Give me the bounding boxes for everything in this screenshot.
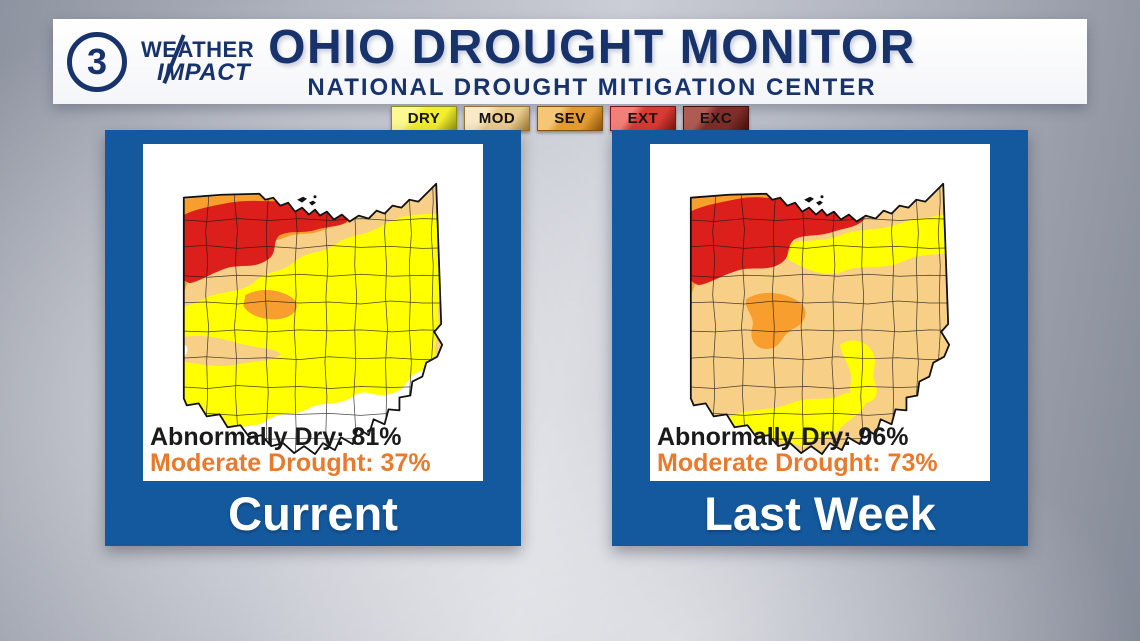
lake-erie-islands: [804, 195, 824, 206]
channel-number: 3: [86, 40, 108, 82]
stats-current: Abnormally Dry: 81% Moderate Drought: 37…: [150, 424, 431, 476]
stat-moderate-drought: Moderate Drought: 37%: [150, 449, 431, 477]
station-logo-group: 3 WEATHER IMPACT: [67, 19, 254, 104]
drought-legend: DRY MOD SEV EXT EXC: [0, 106, 1140, 131]
header-bar: 3 WEATHER IMPACT OHIO DROUGHT MONITOR NA…: [53, 19, 1087, 104]
channel-3-logo: 3: [67, 31, 127, 92]
legend-chip-sev-label: SEV: [554, 110, 586, 127]
legend-chip-ext-label: EXT: [627, 110, 659, 127]
regions-abnormally-dry: [726, 205, 950, 448]
header-titles: OHIO DROUGHT MONITOR NATIONAL DROUGHT MI…: [268, 19, 916, 102]
panel-label-current: Current: [228, 487, 398, 540]
map-card-last-week: Abnormally Dry: 96% Moderate Drought: 73…: [650, 144, 990, 481]
stat-moderate-drought: Moderate Drought: 73%: [657, 449, 938, 477]
legend-chip-dry: DRY: [391, 106, 457, 131]
county-lines: [183, 183, 443, 455]
lake-erie-islands: [297, 195, 317, 206]
map-card-current: Abnormally Dry: 81% Moderate Drought: 37…: [143, 144, 483, 481]
stat-abnormally-dry: Abnormally Dry: 81%: [150, 423, 402, 451]
county-lines: [690, 183, 950, 455]
panel-label-last-week: Last Week: [704, 487, 936, 540]
legend-chip-ext: EXT: [610, 106, 676, 131]
ohio-drought-map-last-week: [689, 182, 951, 455]
weather-impact-logo: WEATHER IMPACT: [141, 33, 255, 87]
stats-last-week: Abnormally Dry: 96% Moderate Drought: 73…: [657, 424, 938, 476]
legend-chip-exc-label: EXC: [699, 110, 733, 127]
legend-chip-dry-label: DRY: [407, 110, 441, 127]
panel-current: Abnormally Dry: 81% Moderate Drought: 37…: [105, 130, 521, 546]
stat-abnormally-dry: Abnormally Dry: 96%: [657, 423, 909, 451]
legend-chip-exc: EXC: [683, 106, 749, 131]
region-extreme-drought: [183, 200, 349, 284]
state-outline: [182, 182, 444, 455]
legend-chip-mod: MOD: [464, 106, 530, 131]
state-outline: [689, 182, 951, 455]
page-title: OHIO DROUGHT MONITOR: [268, 21, 916, 74]
brand-weather-text: WEATHER: [141, 36, 255, 62]
legend-chip-mod-label: MOD: [478, 110, 516, 127]
legend-chip-sev: SEV: [537, 106, 603, 131]
page-subtitle: NATIONAL DROUGHT MITIGATION CENTER: [307, 74, 877, 101]
ohio-drought-map-current: [182, 182, 444, 455]
panel-last-week: Abnormally Dry: 96% Moderate Drought: 73…: [612, 130, 1028, 546]
